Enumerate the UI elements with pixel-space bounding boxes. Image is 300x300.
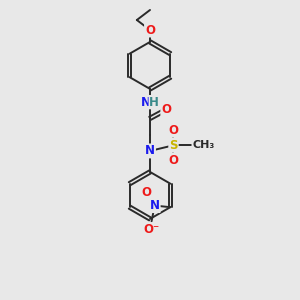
Text: O⁻: O⁻ [143,223,160,236]
Text: N: N [150,199,160,212]
Text: O: O [161,103,171,116]
Text: H: H [149,96,159,109]
Text: CH₃: CH₃ [192,140,214,150]
Text: O: O [145,23,155,37]
Text: N: N [145,144,155,158]
Text: N: N [141,96,151,109]
Text: O: O [169,124,178,137]
Text: S: S [169,139,178,152]
Text: O: O [169,154,178,167]
Text: O: O [141,186,151,199]
